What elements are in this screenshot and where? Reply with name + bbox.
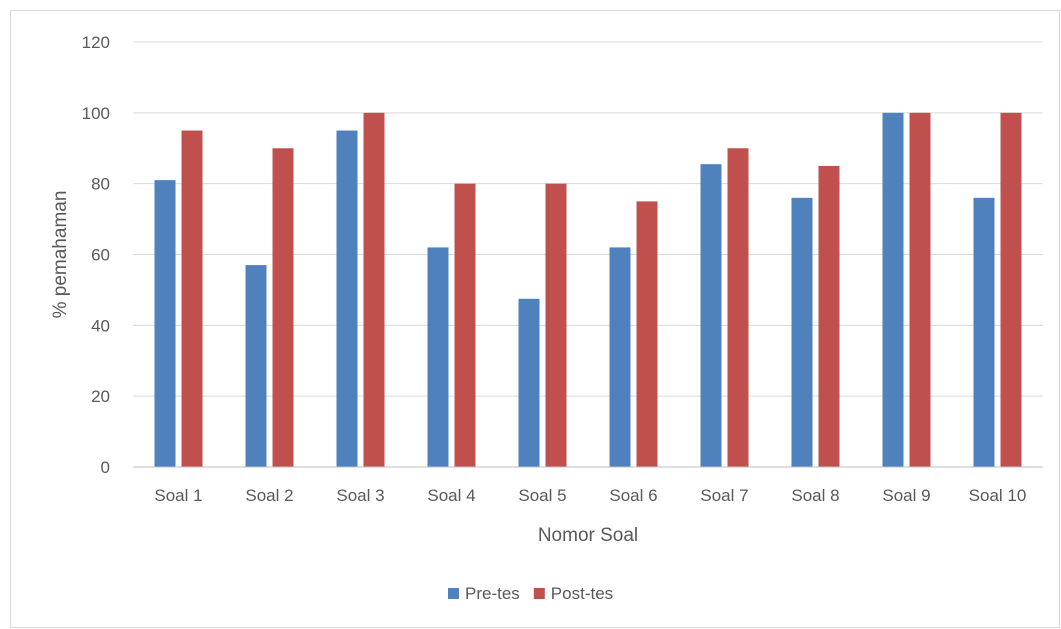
bar-pre-tes-2 [245, 265, 267, 467]
bar-post-tes-4 [454, 183, 476, 467]
bar-post-tes-2 [272, 148, 294, 467]
x-axis-categories: Soal 1 Soal 2 Soal 3 Soal 4 Soal 5 Soal 6 Soal… [154, 486, 1026, 505]
x-category-label: Soal 8 [791, 486, 839, 505]
bar-pre-tes-6 [609, 247, 631, 467]
x-axis-title: Nomor Soal [538, 525, 638, 546]
x-category-label: Soal 3 [336, 486, 384, 505]
legend-swatch-2 [533, 588, 545, 599]
y-tick-label: 20 [91, 387, 110, 406]
legend-swatch-1 [448, 588, 459, 599]
y-tick-label: 100 [82, 104, 110, 123]
y-tick-label: 40 [91, 316, 110, 335]
legend-label-2: Post-tes [551, 584, 613, 603]
y-axis-ticks: 0 20 40 60 80 100 120 [82, 33, 110, 477]
y-tick-label: 60 [91, 246, 110, 265]
bar-pre-tes-8 [791, 197, 813, 468]
x-category-label: Soal 6 [609, 486, 657, 505]
x-category-label: Soal 4 [427, 486, 475, 505]
y-tick-label: 0 [101, 458, 110, 477]
bar-post-tes-5 [545, 183, 567, 467]
bar-pre-tes-4 [427, 247, 449, 467]
bar-post-tes-1 [181, 130, 203, 467]
y-tick-label: 80 [91, 175, 110, 194]
bar-pre-tes-10 [973, 197, 995, 468]
bar-post-tes-7 [727, 148, 749, 467]
legend-label-1: Pre-tes [465, 584, 520, 603]
x-category-label: Soal 7 [700, 486, 748, 505]
bar-post-tes-6 [636, 201, 658, 467]
x-category-label: Soal 10 [969, 486, 1027, 505]
bar-post-tes-8 [818, 165, 840, 468]
bar-pre-tes-5 [518, 298, 540, 467]
legend: Pre-tes Post-tes [448, 584, 613, 603]
bar-post-tes-3 [363, 112, 385, 467]
bars [154, 112, 1022, 468]
x-category-label: Soal 2 [245, 486, 293, 505]
bar-pre-tes-1 [154, 180, 176, 467]
bar-pre-tes-9 [882, 112, 904, 467]
bar-pre-tes-3 [336, 130, 358, 467]
y-tick-label: 120 [82, 33, 110, 52]
gridlines [133, 41, 1043, 397]
x-category-label: Soal 9 [882, 486, 930, 505]
y-axis-title: % pemahaman [50, 191, 71, 319]
bar-pre-tes-7 [700, 164, 722, 467]
bar-post-tes-9 [909, 112, 931, 467]
bar-post-tes-10 [1000, 112, 1022, 467]
x-category-label: Soal 1 [154, 486, 202, 505]
x-category-label: Soal 5 [518, 486, 566, 505]
